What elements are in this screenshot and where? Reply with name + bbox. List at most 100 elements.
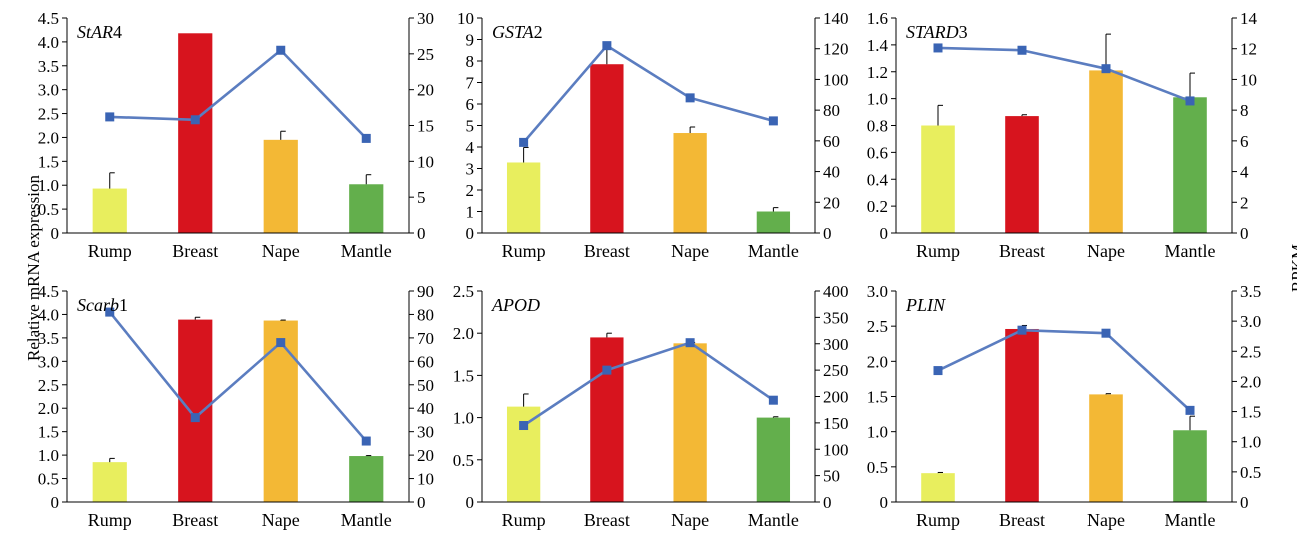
category-label: Nape	[671, 510, 709, 530]
bar-rump	[506, 162, 541, 233]
rpkm-point-nape	[685, 338, 695, 348]
bar-nape	[263, 320, 298, 502]
bar-mantle	[1173, 430, 1207, 502]
panel-title: StAR4	[77, 22, 122, 42]
right-tick-label: 15	[417, 117, 434, 136]
bar-mantle	[349, 184, 384, 233]
chart-panel-1: 0 0.5 1.0 1.5 2.0 2.5 3.0 3.5 4.0 4.5 0 5 10 15 20 25 30…	[38, 9, 434, 261]
category-label: Breast	[999, 510, 1045, 530]
category-label: Rump	[916, 510, 960, 530]
left-tick-label: 4.0	[38, 33, 59, 52]
rpkm-point-nape	[276, 45, 286, 55]
right-tick-label: 2.0	[1240, 372, 1261, 391]
category-label: Mantle	[1165, 510, 1216, 530]
left-tick-label: 8	[466, 52, 475, 71]
right-tick-label: 100	[823, 440, 849, 459]
left-tick-label: 1.4	[867, 36, 889, 55]
right-tick-label: 350	[823, 308, 849, 327]
right-tick-label: 20	[823, 193, 840, 212]
category-label: Mantle	[748, 241, 799, 261]
rpkm-point-rump	[933, 43, 943, 53]
category-label: Mantle	[748, 510, 799, 530]
right-tick-label: 80	[417, 305, 434, 324]
rpkm-line	[937, 328, 1191, 412]
left-tick-label: 1.0	[867, 90, 888, 109]
category-label: Breast	[172, 510, 218, 530]
category-label: Mantle	[341, 241, 392, 261]
left-axis-title: Relative mRNA expression	[24, 174, 43, 362]
panel-title: APOD	[491, 295, 540, 315]
left-tick-label: 0	[466, 224, 475, 243]
right-tick-label: 0	[823, 224, 832, 243]
right-tick-label: 120	[823, 40, 849, 59]
bar-mantle	[756, 417, 791, 502]
right-axis-title: RPKM	[1288, 243, 1297, 293]
right-tick-label: 8	[1240, 101, 1249, 120]
left-tick-label: 0.4	[867, 170, 889, 189]
left-tick-label: 1.2	[867, 63, 888, 82]
panel-title: GSTA2	[492, 22, 543, 42]
right-tick-label: 0	[1240, 493, 1249, 512]
right-tick-label: 1.5	[1240, 403, 1261, 422]
right-tick-label: 40	[823, 163, 840, 182]
bar-breast	[178, 319, 213, 502]
left-tick-label: 3.0	[38, 81, 59, 100]
left-tick-label: 6	[466, 95, 475, 114]
rpkm-point-mantle	[361, 436, 371, 446]
left-tick-label: 1.6	[867, 9, 888, 28]
rpkm-point-breast	[190, 413, 200, 423]
left-tick-label: 4.0	[38, 305, 59, 324]
category-label: Nape	[1087, 510, 1125, 530]
category-label: Nape	[671, 241, 709, 261]
right-tick-label: 0.5	[1240, 463, 1261, 482]
left-tick-label: 1	[466, 203, 475, 222]
chart-panel-3: 0 0.2 0.4 0.6 0.8 1.0 1.2 1.4 1.6 0 2 4 6 8 10 12 14 Rump…	[867, 9, 1258, 261]
rpkm-point-breast	[1017, 325, 1027, 335]
bar-nape	[263, 139, 298, 233]
left-tick-label: 1.5	[38, 152, 59, 171]
rpkm-point-mantle	[768, 395, 778, 405]
right-tick-label: 0	[417, 224, 426, 243]
left-tick-label: 2.0	[867, 352, 888, 371]
left-tick-label: 1.0	[867, 423, 888, 442]
left-tick-label: 1.5	[38, 423, 59, 442]
right-tick-label: 150	[823, 414, 849, 433]
bar-breast	[1005, 116, 1039, 233]
right-tick-label: 30	[417, 423, 434, 442]
rpkm-point-rump	[105, 112, 115, 122]
left-tick-label: 0.6	[867, 143, 888, 162]
right-tick-label: 400	[823, 282, 849, 301]
left-tick-label: 3.5	[38, 329, 59, 348]
left-tick-label: 7	[466, 74, 475, 93]
panel-title: Scarb1	[77, 295, 128, 315]
rpkm-point-nape	[1101, 328, 1111, 338]
left-tick-label: 0.8	[867, 117, 888, 136]
right-tick-label: 0	[1240, 224, 1249, 243]
right-tick-label: 4	[1240, 163, 1249, 182]
right-tick-label: 2	[1240, 193, 1249, 212]
category-label: Nape	[262, 510, 300, 530]
right-tick-label: 90	[417, 282, 434, 301]
rpkm-point-breast	[602, 365, 612, 375]
bar-breast	[590, 64, 624, 233]
right-tick-label: 300	[823, 335, 849, 354]
bar-nape	[1089, 394, 1123, 502]
category-label: Rump	[88, 510, 132, 530]
right-tick-label: 14	[1240, 9, 1258, 28]
rpkm-line	[108, 311, 368, 442]
rpkm-point-rump	[519, 137, 529, 147]
right-tick-label: 20	[417, 446, 434, 465]
right-tick-label: 1.0	[1240, 433, 1261, 452]
left-tick-label: 1.5	[453, 366, 474, 385]
left-tick-label: 0	[466, 493, 475, 512]
left-tick-label: 2.0	[38, 399, 59, 418]
right-tick-label: 30	[417, 9, 434, 28]
category-label: Rump	[502, 241, 546, 261]
category-label: Nape	[1087, 241, 1125, 261]
right-tick-label: 60	[417, 352, 434, 371]
right-tick-label: 200	[823, 388, 849, 407]
left-tick-label: 2.0	[38, 128, 59, 147]
rpkm-point-rump	[105, 307, 115, 317]
category-label: Breast	[999, 241, 1045, 261]
